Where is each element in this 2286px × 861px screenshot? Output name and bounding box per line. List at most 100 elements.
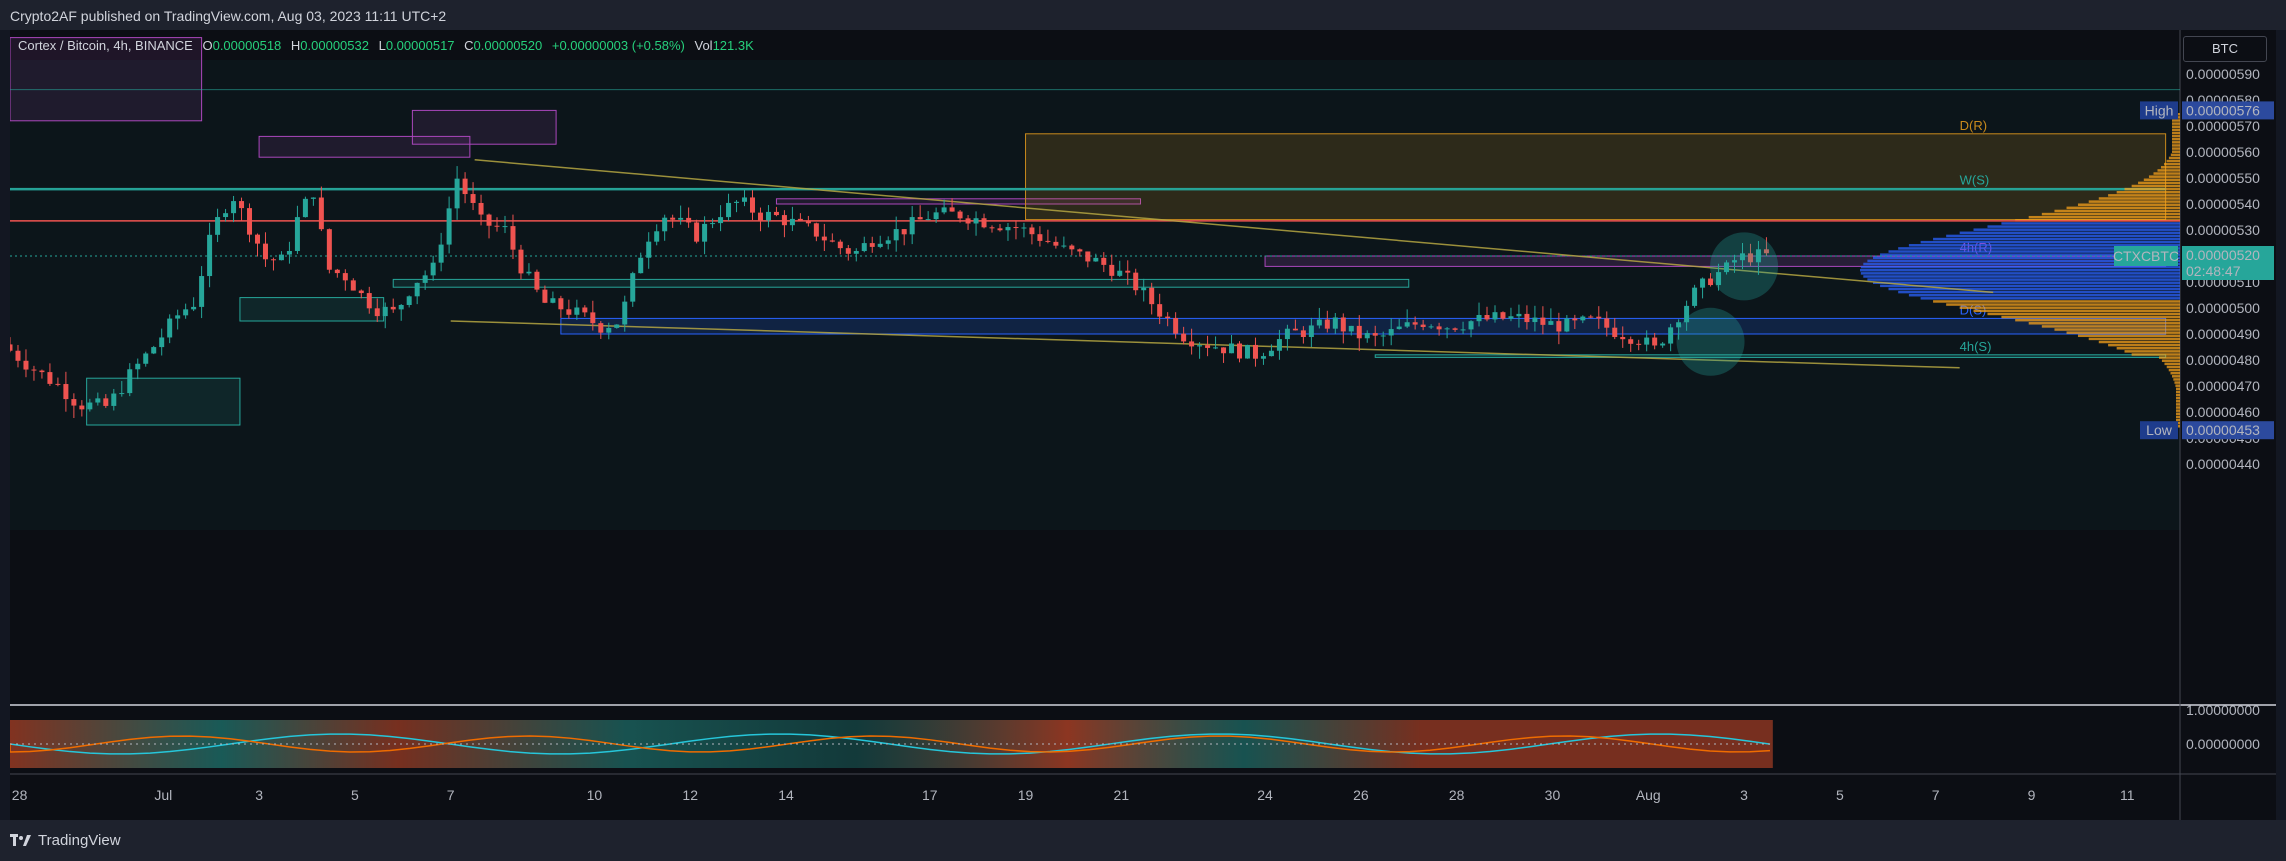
low-price-value: 0.00000453 [2186, 422, 2260, 438]
zone-label: 4h(S) [1960, 339, 1992, 354]
symbol-tag: CTXCBTC [2113, 248, 2179, 264]
time-tick: 5 [351, 787, 359, 803]
price-tick: 0.00000460 [2186, 404, 2260, 420]
tradingview-logo[interactable]: TradingView [10, 832, 121, 849]
candle-body [1388, 329, 1394, 336]
order-block [86, 377, 241, 426]
volume-bar [2174, 381, 2180, 384]
candle-body [1292, 328, 1298, 331]
candle-body [861, 243, 867, 252]
time-tick: 19 [1018, 787, 1034, 803]
current-price-value: 0.00000520 [2186, 247, 2260, 263]
candle-body [1676, 322, 1682, 328]
time-tick: 9 [2028, 787, 2036, 803]
sr-zone [1374, 354, 2167, 358]
candle-body [342, 273, 348, 281]
candle-body [63, 384, 69, 400]
candle-body [1380, 335, 1386, 337]
candle-body [606, 327, 612, 333]
low-label: L [378, 38, 386, 53]
price-tick: 0.00000540 [2186, 196, 2260, 212]
candle-body [478, 202, 484, 215]
open-label: O [202, 38, 213, 53]
volume-bar [2172, 125, 2180, 128]
candle-body [414, 282, 420, 297]
candle-body [1684, 305, 1690, 323]
candle-body [1125, 270, 1131, 273]
price-chart[interactable]: D(R)W(S)4h(R)D(S)4h(S) 0.000006000.00000… [10, 30, 2276, 820]
candle-body [1404, 322, 1410, 327]
candle-body [1580, 316, 1586, 321]
candle-body [127, 369, 133, 394]
volume-bar [2041, 212, 2180, 216]
candle-body [199, 276, 205, 307]
volume-bar [1880, 253, 2180, 256]
volume-bar [2168, 156, 2180, 160]
candle-body [789, 218, 795, 226]
candle-body [294, 217, 300, 251]
candle-body [31, 369, 37, 371]
candle-body [534, 271, 540, 290]
volume-bar [1860, 272, 2180, 275]
candle-body [1300, 330, 1306, 337]
time-tick: 24 [1257, 787, 1273, 803]
candle-body [10, 344, 13, 351]
candle-body [726, 202, 732, 218]
tradingview-brand: TradingView [38, 832, 121, 849]
order-block [239, 297, 385, 322]
volume-bar [2131, 353, 2180, 356]
volume-bar [2176, 393, 2180, 397]
ohlc-legend: Cortex / Bitcoin, 4h, BINANCE O0.0000051… [18, 38, 754, 53]
candle-body [1045, 240, 1051, 242]
symbol-title: Cortex / Bitcoin, 4h, BINANCE [18, 38, 193, 53]
oscillator [10, 720, 1773, 768]
candles [10, 166, 1769, 418]
candle-body [1476, 314, 1482, 322]
volume-bar [1863, 262, 2180, 266]
candle-body [151, 347, 157, 354]
volume-bar [2172, 122, 2180, 125]
candle-body [278, 254, 284, 261]
price-tick: 0.00000440 [2186, 456, 2260, 472]
candle-body [837, 241, 843, 249]
candle-body [550, 298, 556, 303]
volume-profile [1860, 113, 2180, 428]
volume-bar [1933, 237, 2180, 241]
candle-body [1556, 321, 1562, 332]
candle-body [1101, 257, 1107, 265]
candle-body [973, 218, 979, 224]
time-tick: 12 [682, 787, 698, 803]
currency-button[interactable]: BTC [2183, 36, 2267, 62]
volume-bar [1880, 284, 2180, 288]
volume-bar [1872, 256, 2180, 260]
candle-body [1244, 344, 1250, 359]
candle-body [254, 234, 260, 244]
order-block [10, 37, 203, 122]
volume-bar [2015, 318, 2180, 322]
candle-body [829, 240, 835, 242]
footer: TradingView [0, 820, 2286, 861]
volume-bar [1973, 309, 2180, 313]
volume-bar [2054, 209, 2180, 213]
candle-body [247, 208, 253, 235]
candle-body [1165, 316, 1171, 319]
candle-body [1308, 325, 1314, 337]
candle-body [366, 293, 372, 309]
time-tick: 26 [1353, 787, 1369, 803]
candle-body [877, 243, 883, 247]
candle-body [821, 236, 827, 241]
candle-body [1660, 343, 1666, 346]
volume-bar [1946, 234, 2180, 238]
candle-body [957, 211, 963, 219]
candle-body [757, 212, 763, 221]
volume-bar [2088, 337, 2180, 341]
candle-body [1005, 227, 1011, 231]
candle-body [941, 207, 947, 213]
chart-canvas[interactable]: D(R)W(S)4h(R)D(S)4h(S) 0.000006000.00000… [10, 30, 2276, 820]
candle-body [702, 223, 708, 242]
volume-bar [1959, 231, 2180, 235]
candle-body [989, 227, 995, 229]
volume-bar [2153, 172, 2180, 175]
volume-bar [1933, 300, 2180, 303]
candle-body [614, 324, 620, 328]
